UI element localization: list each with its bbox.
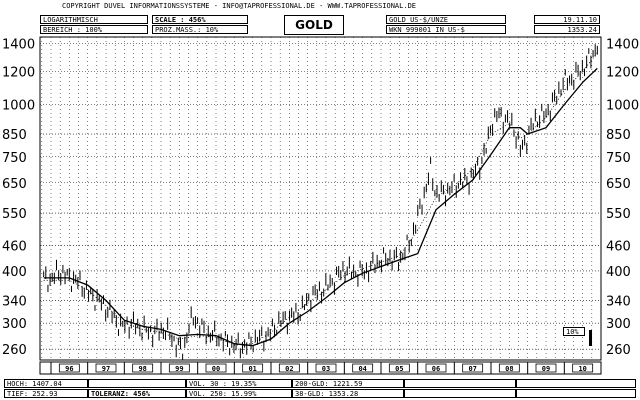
x-label-box [132, 363, 154, 373]
y-tick-label-left: 340 [2, 294, 27, 309]
scale-marker-bar [589, 330, 592, 346]
x-label-box [535, 363, 557, 373]
x-label-box [498, 363, 520, 373]
y-tick-label-left: 1200 [2, 65, 35, 80]
x-tick-label: 05 [395, 365, 403, 373]
y-tick-label-left: 550 [2, 207, 27, 222]
instrument-box: GOLD US-$/UNZE [386, 15, 506, 24]
y-tick-label-left: 260 [2, 343, 27, 358]
gld38-box: 38-GLD: 1353.28 [292, 389, 404, 398]
low-box: TIEF: 252.93 [4, 389, 88, 398]
pct-scale-box: PROZ.MASS.: 10% [152, 25, 248, 34]
y-tick-label-left: 650 [2, 177, 27, 192]
scale-box: SCALE : 456% [152, 15, 248, 24]
x-tick-label: 96 [65, 365, 73, 373]
x-tick-label: 06 [432, 365, 440, 373]
x-label-box [205, 363, 227, 373]
instrument-title: GOLD [284, 15, 344, 35]
x-label-box [352, 363, 374, 373]
x-tick-label: 02 [285, 365, 293, 373]
y-tick-label-right: 650 [606, 177, 631, 192]
copyright-line: COPYRIGHT DUVEL INFORMATIONSSYSTEME - IN… [62, 2, 417, 10]
y-tick-label-left: 460 [2, 240, 27, 255]
x-tick-label: 99 [175, 365, 183, 373]
x-tick-label: 98 [138, 365, 146, 373]
x-tick-label: 08 [505, 365, 513, 373]
vol250-box: VOL. 250: 15.99% [186, 389, 292, 398]
y-tick-label-right: 1000 [606, 98, 639, 113]
x-label-box [462, 363, 484, 373]
y-tick-label-right: 300 [606, 317, 631, 332]
x-label-box [95, 363, 117, 373]
x-tick-label: 97 [102, 365, 110, 373]
x-label-box [242, 363, 264, 373]
wkn-box: WKN 999001 IN US-$ [386, 25, 506, 34]
x-tick-label: 09 [542, 365, 550, 373]
scale-mode-box: LOGARITHMISCH [40, 15, 148, 24]
last-price-box: 1353.24 [534, 25, 600, 34]
date-box: 19.11.10 [534, 15, 600, 24]
footer-empty-1 [88, 379, 186, 388]
y-tick-label-left: 400 [2, 265, 27, 280]
y-tick-label-left: 300 [2, 317, 27, 332]
y-tick-label-right: 460 [606, 240, 631, 255]
moving-average-200-line [43, 67, 598, 347]
vol30-box: VOL. 30 : 19.35% [186, 379, 292, 388]
x-label-box [168, 363, 190, 373]
x-tick-label: 10 [578, 365, 586, 373]
x-tick-label: 00 [212, 365, 220, 373]
x-tick-label: 01 [248, 365, 256, 373]
scale-marker: 10% [563, 327, 585, 336]
y-tick-label-right: 260 [606, 343, 631, 358]
y-tick-label-right: 1400 [606, 37, 639, 52]
y-tick-label-left: 850 [2, 128, 27, 143]
x-label-box [425, 363, 447, 373]
y-tick-label-right: 550 [606, 207, 631, 222]
y-tick-label-right: 850 [606, 128, 631, 143]
gld200-box: 200-GLD: 1221.59 [292, 379, 404, 388]
x-label-box [278, 363, 300, 373]
x-label-box [572, 363, 594, 373]
footer-empty-4 [516, 379, 636, 388]
x-label-box [388, 363, 410, 373]
plot-frame [39, 36, 602, 361]
high-box: HOCH: 1407.04 [4, 379, 88, 388]
x-label-box [58, 363, 80, 373]
x-tick-label: 03 [322, 365, 330, 373]
y-tick-label-left: 1400 [2, 37, 35, 52]
footer-empty-5 [516, 389, 636, 398]
x-tick-label: 04 [358, 365, 366, 373]
footer-empty-2 [404, 379, 516, 388]
tolerance-box: TOLERANZ: 456% [88, 389, 186, 398]
y-tick-label-right: 1200 [606, 65, 639, 80]
y-tick-label-right: 400 [606, 265, 631, 280]
y-tick-label-right: 750 [606, 151, 631, 166]
y-tick-label-left: 1000 [2, 98, 35, 113]
y-tick-label-right: 340 [606, 294, 631, 309]
range-box: BEREICH : 100% [40, 25, 148, 34]
y-tick-label-left: 750 [2, 151, 27, 166]
x-label-box [315, 363, 337, 373]
footer-empty-3 [404, 389, 516, 398]
x-tick-label: 07 [468, 365, 476, 373]
